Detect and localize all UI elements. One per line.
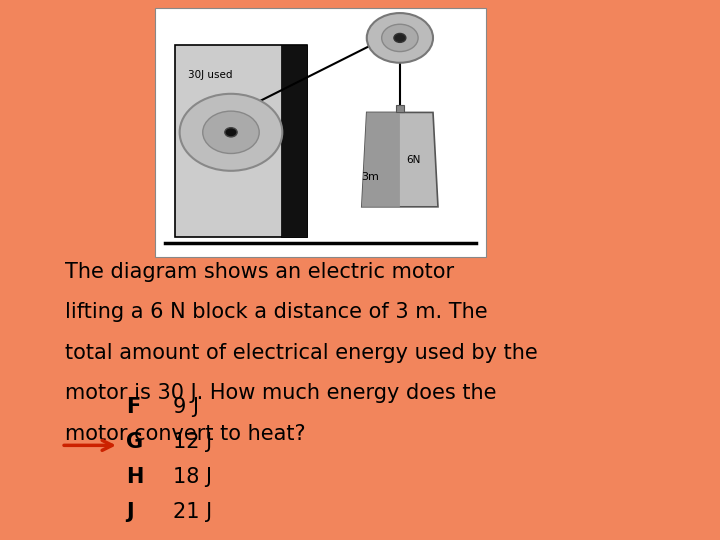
Text: G: G xyxy=(126,432,143,452)
Bar xyxy=(281,45,307,237)
Text: 30J used: 30J used xyxy=(188,70,233,80)
Circle shape xyxy=(180,94,282,171)
Text: total amount of electrical energy used by the: total amount of electrical energy used b… xyxy=(65,343,538,363)
Circle shape xyxy=(366,13,433,63)
Polygon shape xyxy=(361,112,438,207)
Text: 21 J: 21 J xyxy=(173,502,212,522)
Text: 3m: 3m xyxy=(361,172,379,182)
Text: 9 J: 9 J xyxy=(173,397,199,417)
Polygon shape xyxy=(361,112,400,207)
Circle shape xyxy=(225,127,237,137)
Text: The diagram shows an electric motor: The diagram shows an electric motor xyxy=(65,262,454,282)
Bar xyxy=(175,45,307,237)
Text: motor is 30 J. How much energy does the: motor is 30 J. How much energy does the xyxy=(65,383,496,403)
Circle shape xyxy=(203,111,259,153)
Text: H: H xyxy=(126,467,143,487)
Text: 18 J: 18 J xyxy=(173,467,212,487)
Circle shape xyxy=(382,24,418,51)
Text: motor convert to heat?: motor convert to heat? xyxy=(65,424,305,444)
Text: 12 J: 12 J xyxy=(173,432,212,452)
Text: J: J xyxy=(126,502,134,522)
Text: F: F xyxy=(126,397,140,417)
Bar xyxy=(155,8,486,256)
Text: 6N: 6N xyxy=(407,154,421,165)
Bar xyxy=(396,105,404,112)
Text: lifting a 6 N block a distance of 3 m. The: lifting a 6 N block a distance of 3 m. T… xyxy=(65,302,487,322)
Circle shape xyxy=(394,33,406,42)
